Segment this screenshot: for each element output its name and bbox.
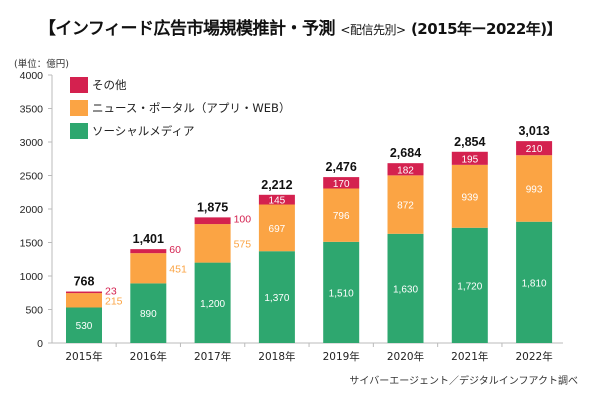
bar-segment [451,164,488,228]
x-tick-label: 2022年 [515,350,552,363]
y-tick-label: 3500 [20,104,44,116]
data-label: 23 [105,285,117,297]
bar-segment [323,188,360,242]
bar-segment [194,262,231,343]
bar-segment [516,221,553,343]
bar-segment [66,291,102,294]
total-label: 2,684 [390,146,421,160]
total-label: 3,013 [518,124,549,138]
legend-label-other: その他 [92,77,127,92]
data-label: 1,630 [393,284,418,295]
bar-segment [451,151,488,165]
data-label: 1,810 [522,278,547,289]
y-tick-label: 1000 [20,271,44,283]
title-years: (2015年ー2022年)】 [410,20,562,38]
y-tick-label: 1500 [20,238,44,250]
legend: その他 ニュース・ポータル（アプリ・WEB） ソーシャルメディア [70,73,290,142]
title-sub: <配信先別> [340,23,406,37]
legend-label-news-portal: ニュース・ポータル（アプリ・WEB） [92,100,291,115]
bar-segment [130,249,167,254]
data-label: 1,510 [329,288,354,299]
bar-segment [387,233,424,343]
source-note: サイバーエージェント／デジタルインフアクト調べ [349,376,578,387]
x-tick-label: 2016年 [130,350,167,363]
data-label: 210 [526,144,543,155]
data-label: 993 [526,184,543,195]
data-label: 195 [461,154,478,165]
title-main: 【インフィード広告市場規模推計・予測 [38,19,336,39]
bar-segment [258,204,295,252]
total-label: 768 [74,275,95,289]
bar-segment [323,177,360,189]
bar-segment [66,307,102,343]
data-label: 939 [461,192,478,203]
bar-segment [323,241,360,343]
x-tick-label: 2019年 [323,350,360,363]
data-label: 215 [105,295,123,307]
data-label: 1,370 [264,293,289,304]
y-tick-label: 4000 [20,70,44,82]
unit-label: (単位：億円) [14,59,69,70]
data-label: 890 [140,309,157,320]
y-tick-label: 2000 [20,204,44,216]
total-label: 2,854 [454,135,485,149]
data-label: 100 [234,214,252,226]
bar-segment [66,293,102,308]
chart-title: 【インフィード広告市場規模推計・予測 <配信先別> (2015年ー2022年)】 [0,14,600,39]
data-label: 530 [76,321,93,332]
data-label: 697 [269,224,286,235]
bar-segment [451,227,488,343]
data-label: 1,200 [200,299,225,310]
bar-segment [194,224,231,263]
data-label: 145 [269,196,286,207]
data-label: 182 [397,165,414,176]
bar-segment [516,155,553,222]
total-label: 1,401 [133,232,164,246]
data-label: 796 [333,211,350,222]
legend-swatch-other [70,76,88,93]
total-label: 2,476 [326,160,357,174]
y-tick-label: 2500 [20,171,44,183]
legend-label-social-media: ソーシャルメディア [92,123,195,138]
bar-segment [387,175,424,234]
data-label: 1,720 [457,281,482,292]
data-label: 872 [397,201,414,212]
bar-segment [258,251,295,343]
x-tick-label: 2021年 [451,350,488,363]
data-label: 170 [333,179,350,190]
total-label: 2,212 [261,178,292,192]
y-tick-label: 0 [37,338,43,350]
x-tick-label: 2015年 [65,350,102,363]
y-tick-label: 3000 [20,137,44,149]
bar-segment [516,141,553,156]
bar-segment [258,194,295,205]
total-label: 1,875 [197,200,228,214]
legend-swatch-news-portal [70,99,88,116]
x-tick-label: 2018年 [258,350,295,363]
data-label: 60 [169,244,181,256]
bar-segment [387,163,424,176]
data-label: 451 [169,263,187,275]
y-tick-label: 500 [25,305,43,317]
legend-item-news-portal: ニュース・ポータル（アプリ・WEB） [70,96,290,119]
x-tick-label: 2020年 [387,350,424,363]
legend-item-social-media: ソーシャルメディア [70,119,290,142]
bar-segment [194,217,231,225]
legend-item-other: その他 [70,73,290,96]
legend-swatch-social-media [70,122,88,139]
bar-segment [130,253,167,284]
x-tick-label: 2017年 [194,350,231,363]
bar-segment [130,283,167,343]
data-label: 575 [234,238,252,250]
